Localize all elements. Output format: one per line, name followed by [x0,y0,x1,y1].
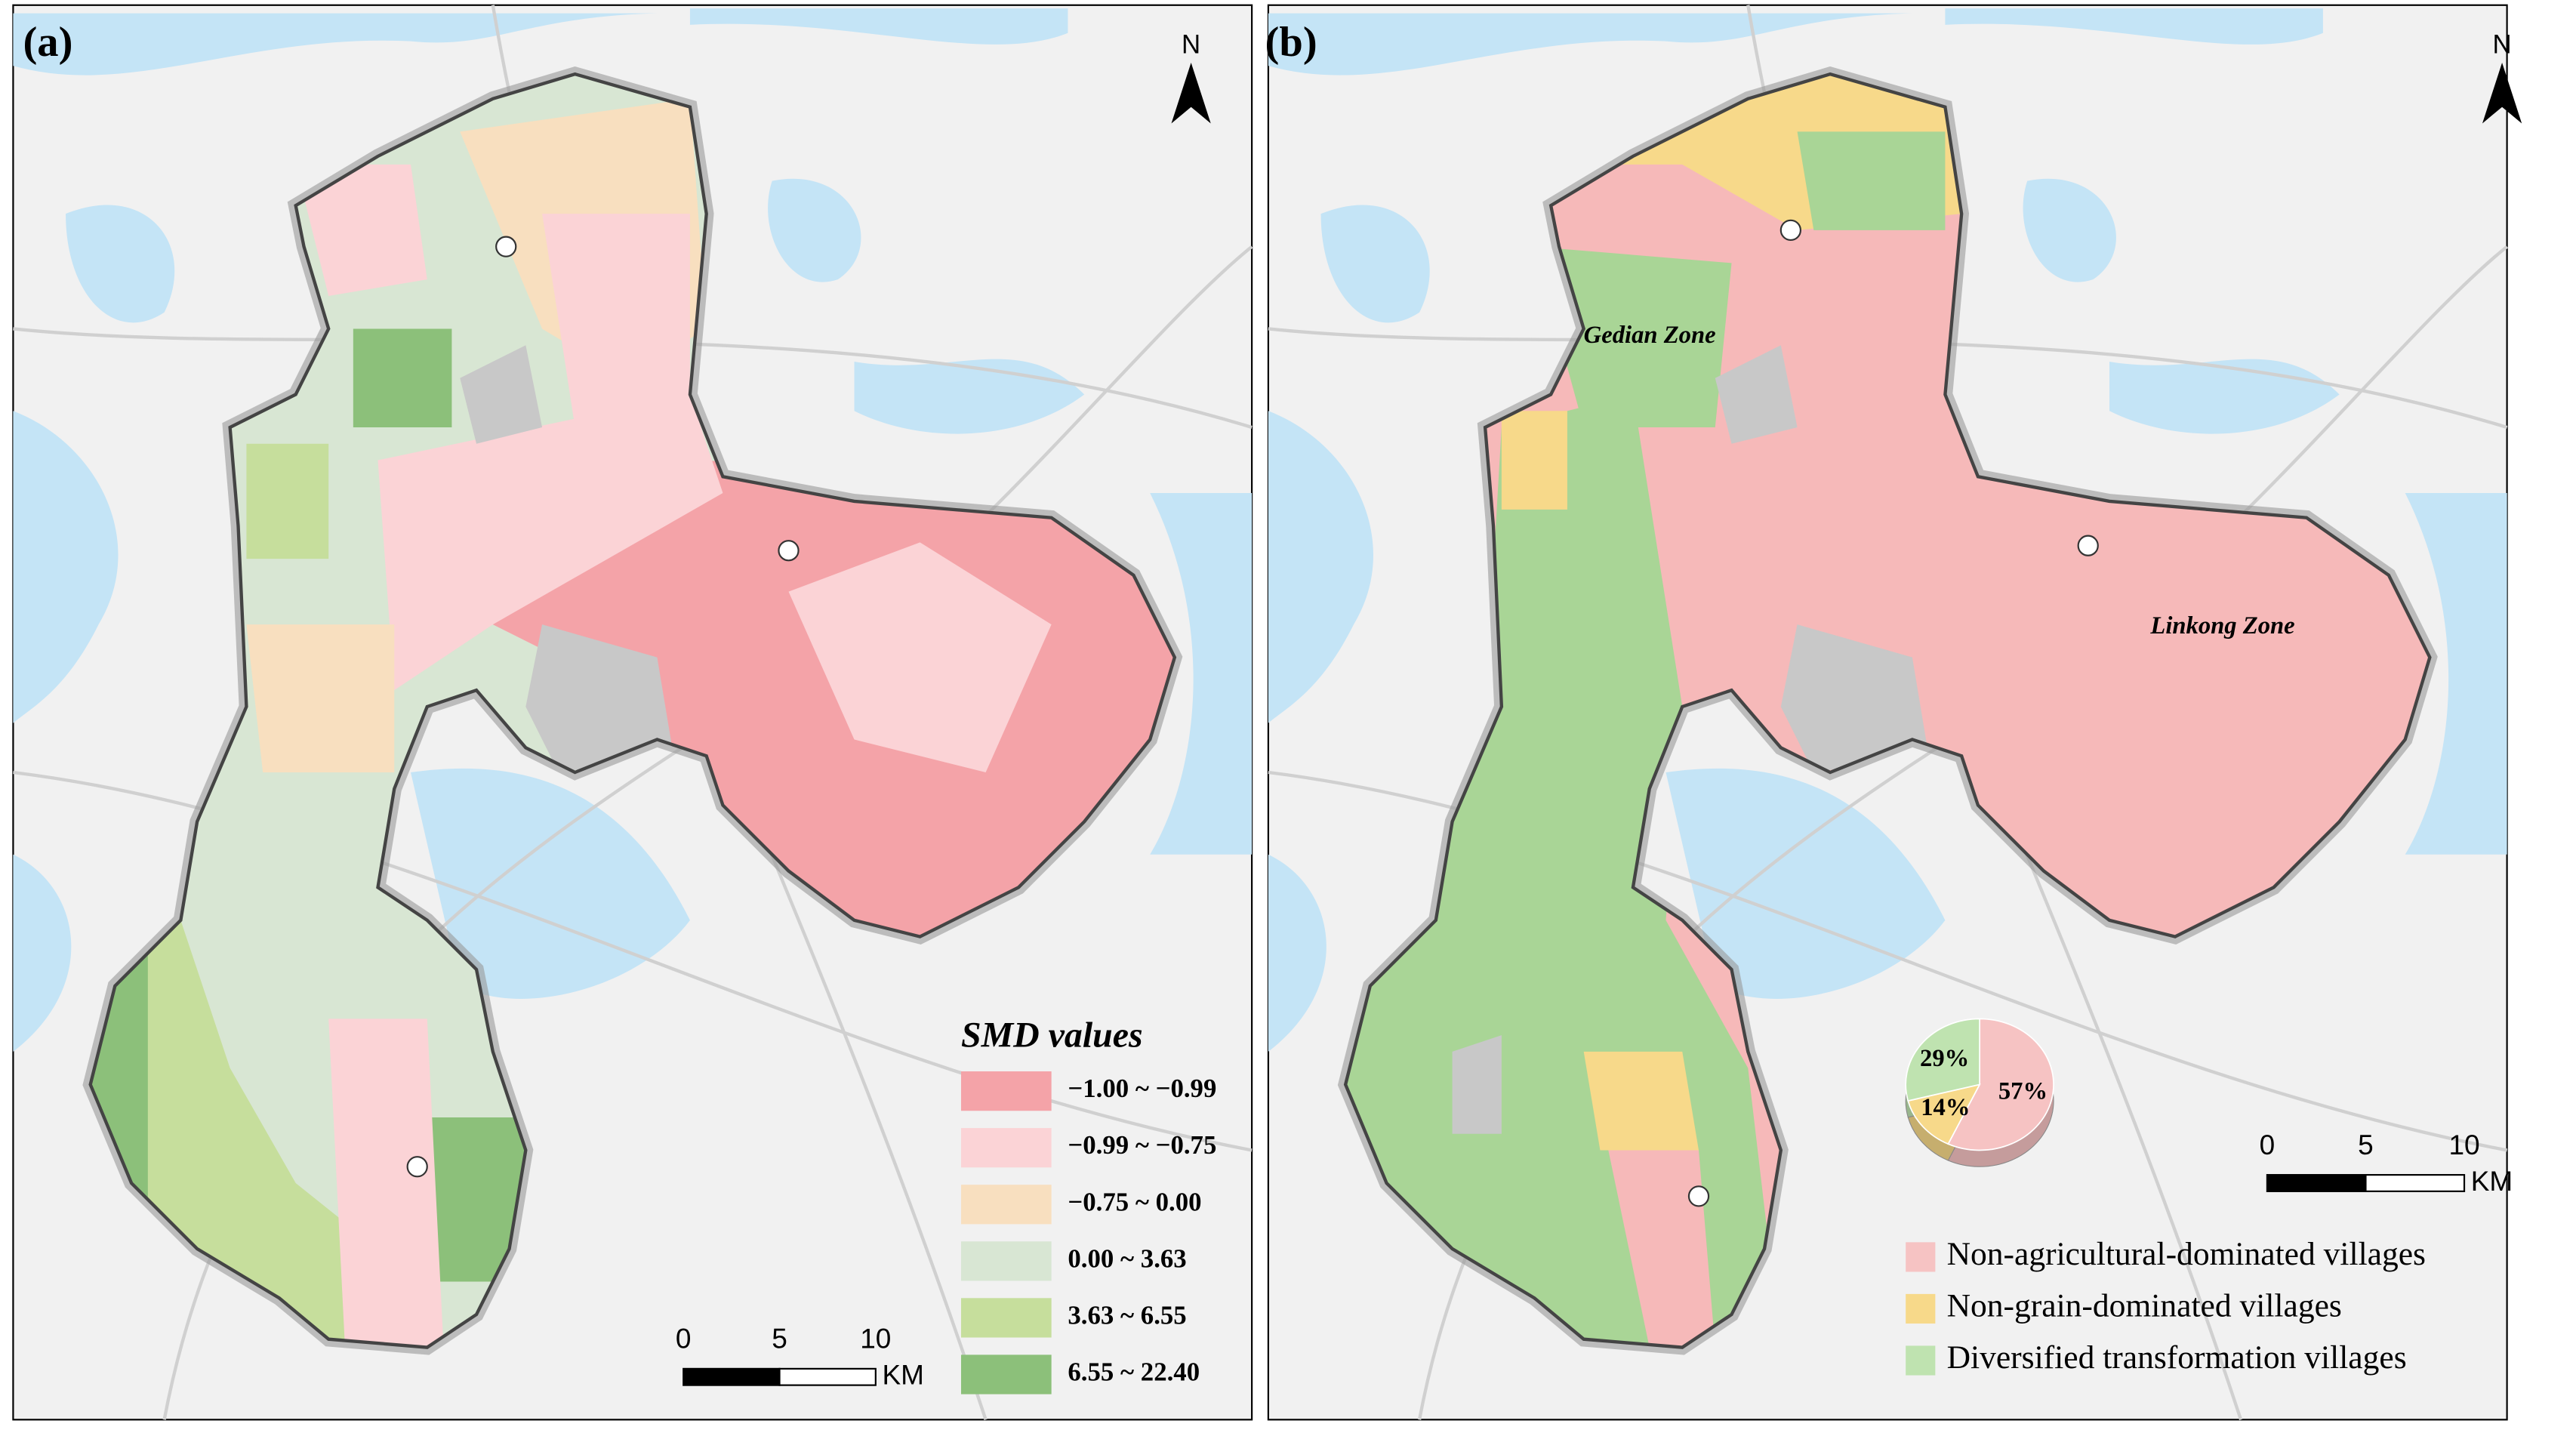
legend: −1.00 ~ −0.99 −0.99 ~ −0.75 −0.75 ~ 0.00 0.… [960,1071,1216,1394]
legend-label: 6.55 ~ 22.40 [1068,1357,1200,1386]
legend-swatch [960,1128,1052,1168]
legend-title: SMD values [961,1015,1143,1055]
legend-label: −0.75 ~ 0.00 [1068,1187,1201,1216]
scale-unit: KM [883,1360,924,1391]
scale-tick-label: 0 [676,1324,692,1354]
panel-a: (a) N SMD values −1.00 ~ −0.99 −0.99 ~ −0… [13,5,1252,1420]
legend-swatch [1906,1345,1936,1376]
north-label: N [2493,29,2512,59]
legend-label: Diversified transformation villages [1947,1339,2407,1376]
pie-value-label: 29% [1920,1045,1969,1072]
north-label: N [1182,29,1200,59]
legend-swatch [960,1241,1052,1281]
legend-swatch [960,1185,1052,1225]
pie-value-label: 14% [1921,1094,1970,1121]
pie-chart: 57% 14% 29% [1905,1018,2054,1167]
scale-segment [2266,1174,2367,1192]
legend: Non-agricultural-dominated villages Non-g… [1906,1236,2426,1376]
scale-tick-label: 5 [772,1324,787,1354]
legend-label: Non-agricultural-dominated villages [1947,1236,2426,1272]
pie-value-label: 57% [1998,1077,2048,1105]
scale-segment [778,1367,877,1386]
legend-label: Non-grain-dominated villages [1947,1287,2342,1324]
legend-swatch [1906,1293,1936,1324]
legend-label: 0.00 ~ 3.63 [1068,1243,1186,1273]
scale-tick-label: 0 [2260,1129,2276,1160]
scale-unit: KM [2471,1166,2513,1197]
scale-segment [683,1367,781,1386]
legend-swatch [960,1298,1052,1338]
legend-swatch [960,1071,1052,1111]
scale-tick-label: 10 [2448,1129,2479,1160]
pie-slice [1947,1018,2054,1151]
legend-label: −1.00 ~ −0.99 [1068,1074,1216,1103]
scale-tick-label: 5 [2358,1129,2374,1160]
panel-label: (b) [1265,19,1317,66]
legend-swatch [960,1354,1052,1394]
legend-swatch [1906,1242,1936,1272]
scale-bar: 0 5 10 KM [676,1324,924,1391]
panel-b: (b) N Gedian Zone Linkong Zone 0 5 10 KM [1265,5,2522,1420]
scale-tick-label: 10 [860,1324,891,1354]
scale-segment [2365,1174,2466,1192]
zone-label: Gedian Zone [1584,322,1716,349]
north-arrow [1171,62,1211,124]
panel-label: (a) [23,19,72,66]
north-arrow [2482,62,2522,124]
pie-slice [1905,1018,1980,1102]
zone-label: Linkong Zone [2149,612,2294,639]
scale-bar: 0 5 10 KM [2260,1129,2513,1197]
legend-label: 3.63 ~ 6.55 [1068,1300,1186,1330]
pie-slice [1907,1083,1981,1145]
legend-label: −0.99 ~ −0.75 [1068,1130,1216,1160]
